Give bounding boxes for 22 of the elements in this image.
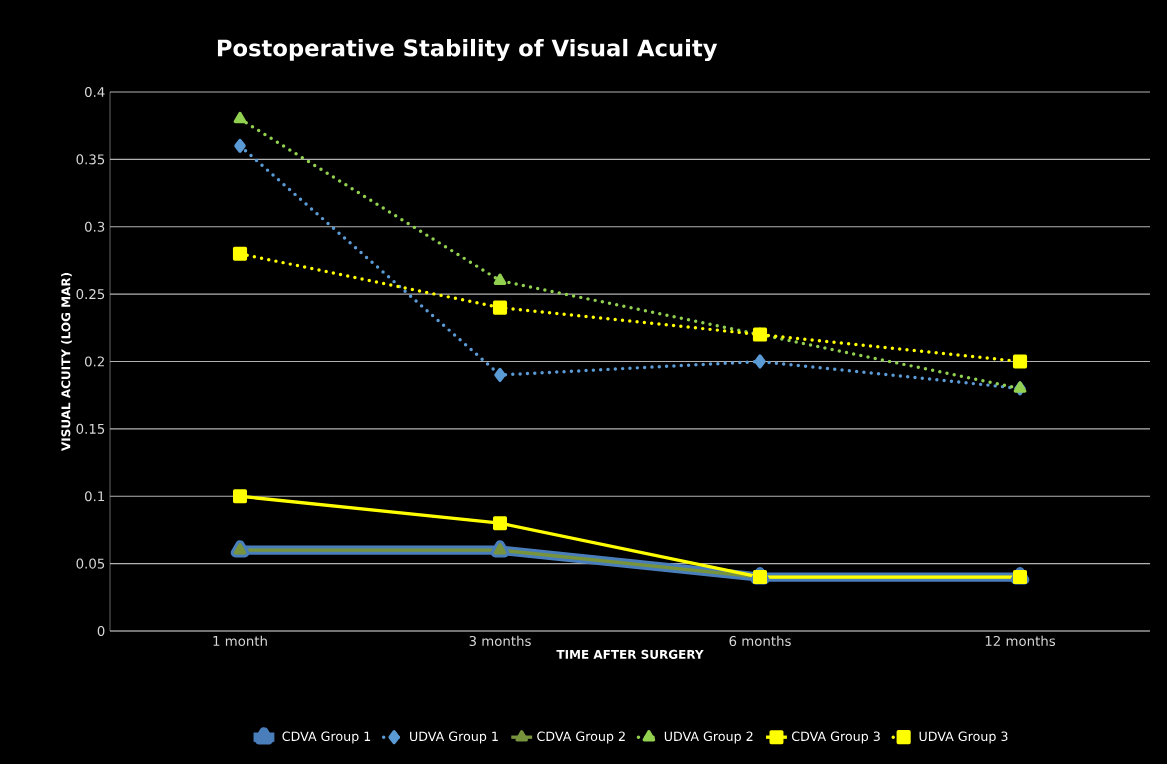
- x-axis-title: TIME AFTER SURGERY: [556, 649, 704, 659]
- y-tick-label: 0.3: [84, 221, 105, 232]
- y-tick-label: 0.35: [76, 154, 105, 165]
- x-tick-label: 6 months: [729, 635, 791, 647]
- x-tick-label: 12 months: [985, 635, 1056, 647]
- y-tick-label: 0.1: [84, 491, 105, 502]
- legend-label: UDVA Group 2: [664, 731, 753, 744]
- y-tick-label: 0.25: [76, 289, 105, 300]
- legend-label: CDVA Group 1: [282, 731, 371, 744]
- y-tick-label: 0.2: [84, 356, 104, 367]
- legend-label: CDVA Group 2: [537, 731, 625, 744]
- chart-title: Postoperative Stability of Visual Acuity: [217, 38, 718, 62]
- y-tick-label: 0.15: [76, 423, 105, 434]
- y-axis-title: VISUAL ACUITY (LOG MAR): [61, 272, 72, 451]
- legend-label: CDVA Group 3: [791, 731, 880, 744]
- y-tick-label: 0: [97, 625, 105, 637]
- legend-label: UDVA Group 3: [919, 731, 1008, 744]
- x-tick-label: 1 month: [213, 635, 267, 647]
- x-tick-label: 3 months: [469, 635, 531, 647]
- y-tick-label: 0.05: [76, 558, 105, 569]
- y-tick-label: 0.4: [84, 86, 105, 98]
- legend-label: UDVA Group 1: [410, 731, 498, 744]
